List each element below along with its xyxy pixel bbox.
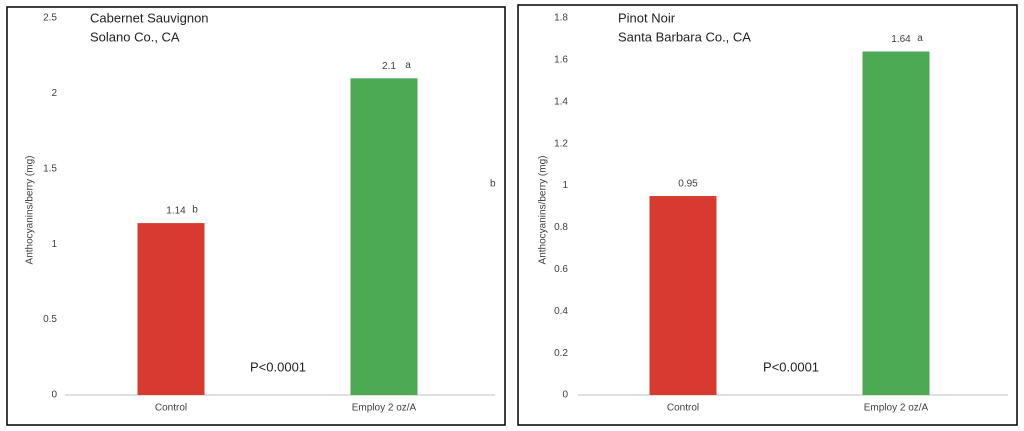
significance-letter: b	[192, 205, 198, 216]
chart-subtitle: Santa Barbara Co., CA	[618, 29, 751, 44]
annotation: P<0.0001	[763, 359, 819, 374]
y-tick-label: 1.4	[554, 96, 568, 107]
annotation: b	[490, 179, 496, 190]
chart-title: Pinot Noir	[618, 10, 676, 25]
y-tick-label: 2	[51, 88, 57, 99]
significance-letter: a	[917, 33, 923, 44]
value-label: 2.1	[382, 61, 396, 72]
x-tick-label: Employ 2 oz/A	[864, 403, 929, 414]
bar	[862, 51, 930, 396]
y-tick-label: 0.6	[554, 264, 568, 275]
x-tick-label: Employ 2 oz/A	[352, 403, 417, 414]
y-tick-label: 0	[51, 390, 57, 401]
y-axis-label: Anthocyanins/berry (mg)	[25, 156, 36, 265]
panel-border	[6, 6, 506, 426]
y-tick-label: 1	[562, 180, 568, 191]
value-label: 1.64	[891, 34, 911, 45]
annotation: P<0.0001	[250, 359, 306, 374]
chart-panel: 0 0.5 1 1.5 2 2.5 Cabernet Sauvignon Solano Co.…	[6, 6, 506, 426]
bar	[137, 223, 205, 395]
y-tick-label: 2.5	[43, 13, 57, 24]
y-tick-label: 0.2	[554, 348, 568, 359]
value-label: 1.14	[166, 206, 186, 217]
y-axis-label: Anthocyanins/berry (mg)	[538, 156, 549, 265]
y-tick-label: 0.5	[43, 314, 57, 325]
bar	[350, 78, 418, 395]
significance-letter: a	[405, 60, 411, 71]
y-tick-label: 1	[51, 239, 57, 250]
panel-border	[517, 4, 1018, 426]
y-tick-label: 1.8	[554, 13, 568, 24]
y-tick-label: 0.8	[554, 222, 568, 233]
bar	[649, 196, 717, 395]
y-tick-label: 1.6	[554, 55, 568, 66]
y-tick-label: 0	[562, 390, 568, 401]
x-tick-label: Control	[155, 403, 187, 414]
chart-panel: 0 0.2 0.4 0.6 0.8 1 1.2 1.4 1.6 1.8 Pinot Noir Sant…	[517, 4, 1018, 426]
y-tick-label: 0.4	[554, 306, 568, 317]
value-label: 0.95	[678, 179, 698, 190]
y-tick-label: 1.2	[554, 138, 568, 149]
y-tick-label: 1.5	[43, 163, 57, 174]
x-tick-label: Control	[667, 403, 699, 414]
chart-subtitle: Solano Co., CA	[90, 29, 180, 44]
chart-title: Cabernet Sauvignon	[90, 10, 209, 25]
